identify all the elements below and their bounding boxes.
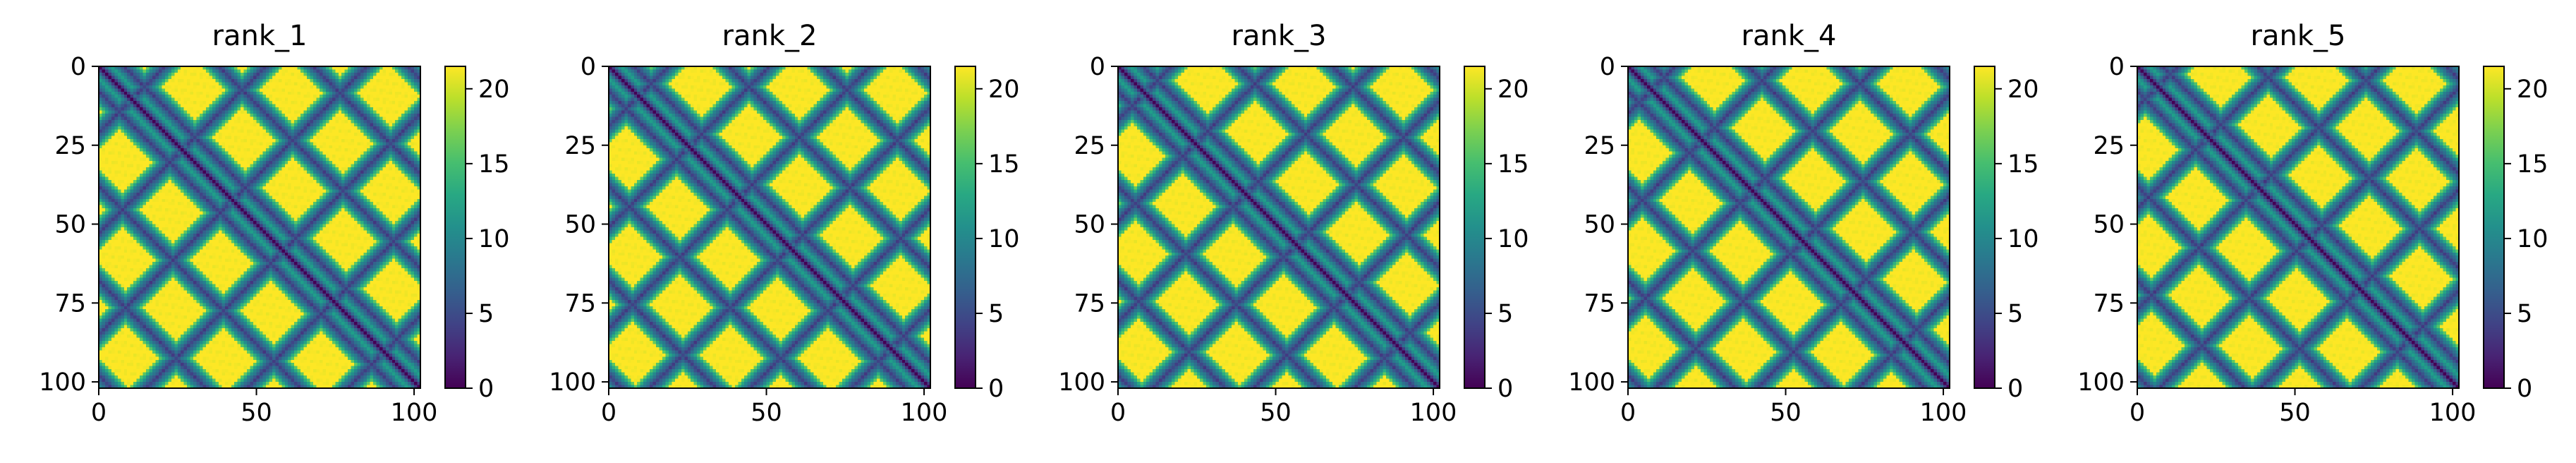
axes-frame bbox=[98, 66, 421, 389]
y-tick-label: 50 bbox=[1584, 211, 1615, 239]
axes-frame bbox=[1627, 66, 1950, 389]
axes-frame bbox=[608, 66, 931, 389]
colorbar bbox=[444, 66, 466, 389]
chart-title: rank_5 bbox=[2251, 20, 2346, 52]
chart-title: rank_4 bbox=[1742, 20, 1837, 52]
y-tick-label: 25 bbox=[54, 132, 86, 160]
y-tick-label: 50 bbox=[564, 211, 596, 239]
x-tick-label: 0 bbox=[2130, 399, 2145, 427]
y-tick-label: 75 bbox=[1584, 289, 1615, 318]
x-tick-label: 50 bbox=[1260, 399, 1292, 427]
y-tick-label: 25 bbox=[2093, 132, 2125, 160]
colorbar-tick-label: 5 bbox=[2517, 300, 2532, 328]
x-tick-label: 0 bbox=[1110, 399, 1126, 427]
y-tick-label: 0 bbox=[1090, 53, 1105, 81]
colorbar-tick-label: 10 bbox=[2007, 225, 2039, 253]
colorbar bbox=[2483, 66, 2505, 389]
colorbar-tick-label: 10 bbox=[988, 225, 1020, 253]
heatmap-image bbox=[1118, 66, 1440, 388]
y-tick-label: 75 bbox=[54, 289, 86, 318]
y-tick-label: 50 bbox=[1074, 211, 1105, 239]
colorbar-tick-label: 0 bbox=[478, 375, 494, 403]
x-tick-label: 0 bbox=[601, 399, 616, 427]
colorbar-tick-label: 20 bbox=[2517, 76, 2548, 104]
colorbar-tick-label: 20 bbox=[2007, 76, 2039, 104]
y-tick-label: 50 bbox=[2093, 211, 2125, 239]
y-tick-label: 75 bbox=[1074, 289, 1105, 318]
chart-title: rank_2 bbox=[722, 20, 818, 52]
colorbar-tick-label: 0 bbox=[2007, 375, 2023, 403]
y-tick-label: 0 bbox=[1600, 53, 1615, 81]
y-tick-label: 75 bbox=[564, 289, 596, 318]
colorbar-tick-label: 15 bbox=[2007, 150, 2039, 179]
y-tick-label: 0 bbox=[581, 53, 596, 81]
colorbar-tick-label: 20 bbox=[1497, 76, 1529, 104]
y-tick-label: 75 bbox=[2093, 289, 2125, 318]
x-tick-label: 100 bbox=[901, 399, 948, 427]
colorbar bbox=[1464, 66, 1486, 389]
colorbar-tick-label: 5 bbox=[2007, 300, 2023, 328]
colorbar-tick-label: 0 bbox=[988, 375, 1004, 403]
colorbar-tick-label: 5 bbox=[478, 300, 494, 328]
heatmap-image bbox=[99, 66, 420, 388]
heatmap-image bbox=[609, 66, 930, 388]
x-tick-label: 100 bbox=[2429, 399, 2477, 427]
y-tick-label: 100 bbox=[549, 368, 596, 397]
y-tick-label: 0 bbox=[71, 53, 86, 81]
y-tick-label: 50 bbox=[54, 211, 86, 239]
colorbar-tick-label: 15 bbox=[988, 150, 1020, 179]
y-tick-label: 0 bbox=[2109, 53, 2125, 81]
colorbar-tick-label: 20 bbox=[478, 76, 510, 104]
x-tick-label: 50 bbox=[2279, 399, 2311, 427]
colorbar-tick-label: 0 bbox=[2517, 375, 2532, 403]
colorbar-tick-label: 20 bbox=[988, 76, 1020, 104]
colorbar-tick-label: 15 bbox=[1497, 150, 1529, 179]
colorbar-tick-label: 15 bbox=[2517, 150, 2548, 179]
x-tick-label: 0 bbox=[91, 399, 107, 427]
y-tick-label: 25 bbox=[564, 132, 596, 160]
axes-frame bbox=[2137, 66, 2460, 389]
colorbar bbox=[1974, 66, 1995, 389]
x-tick-label: 0 bbox=[1620, 399, 1636, 427]
x-tick-label: 100 bbox=[1920, 399, 1967, 427]
axes-frame bbox=[1117, 66, 1440, 389]
x-tick-label: 50 bbox=[241, 399, 272, 427]
x-tick-label: 100 bbox=[391, 399, 438, 427]
y-tick-label: 25 bbox=[1074, 132, 1105, 160]
colorbar-tick-label: 15 bbox=[478, 150, 510, 179]
y-tick-label: 25 bbox=[1584, 132, 1615, 160]
x-tick-label: 100 bbox=[1410, 399, 1457, 427]
x-tick-label: 50 bbox=[751, 399, 782, 427]
chart-title: rank_1 bbox=[212, 20, 308, 52]
y-tick-label: 100 bbox=[39, 368, 86, 397]
y-tick-label: 100 bbox=[2077, 368, 2125, 397]
colorbar-tick-label: 5 bbox=[988, 300, 1004, 328]
colorbar bbox=[954, 66, 976, 389]
heatmap-image bbox=[2137, 66, 2459, 388]
colorbar-tick-label: 5 bbox=[1497, 300, 1513, 328]
colorbar-tick-label: 10 bbox=[1497, 225, 1529, 253]
colorbar-tick-label: 10 bbox=[2517, 225, 2548, 253]
x-tick-label: 50 bbox=[1770, 399, 1802, 427]
colorbar-tick-label: 0 bbox=[1497, 375, 1513, 403]
chart-title: rank_3 bbox=[1232, 20, 1327, 52]
colorbar-tick-label: 10 bbox=[478, 225, 510, 253]
heatmap-image bbox=[1628, 66, 1950, 388]
y-tick-label: 100 bbox=[1058, 368, 1105, 397]
y-tick-label: 100 bbox=[1568, 368, 1615, 397]
